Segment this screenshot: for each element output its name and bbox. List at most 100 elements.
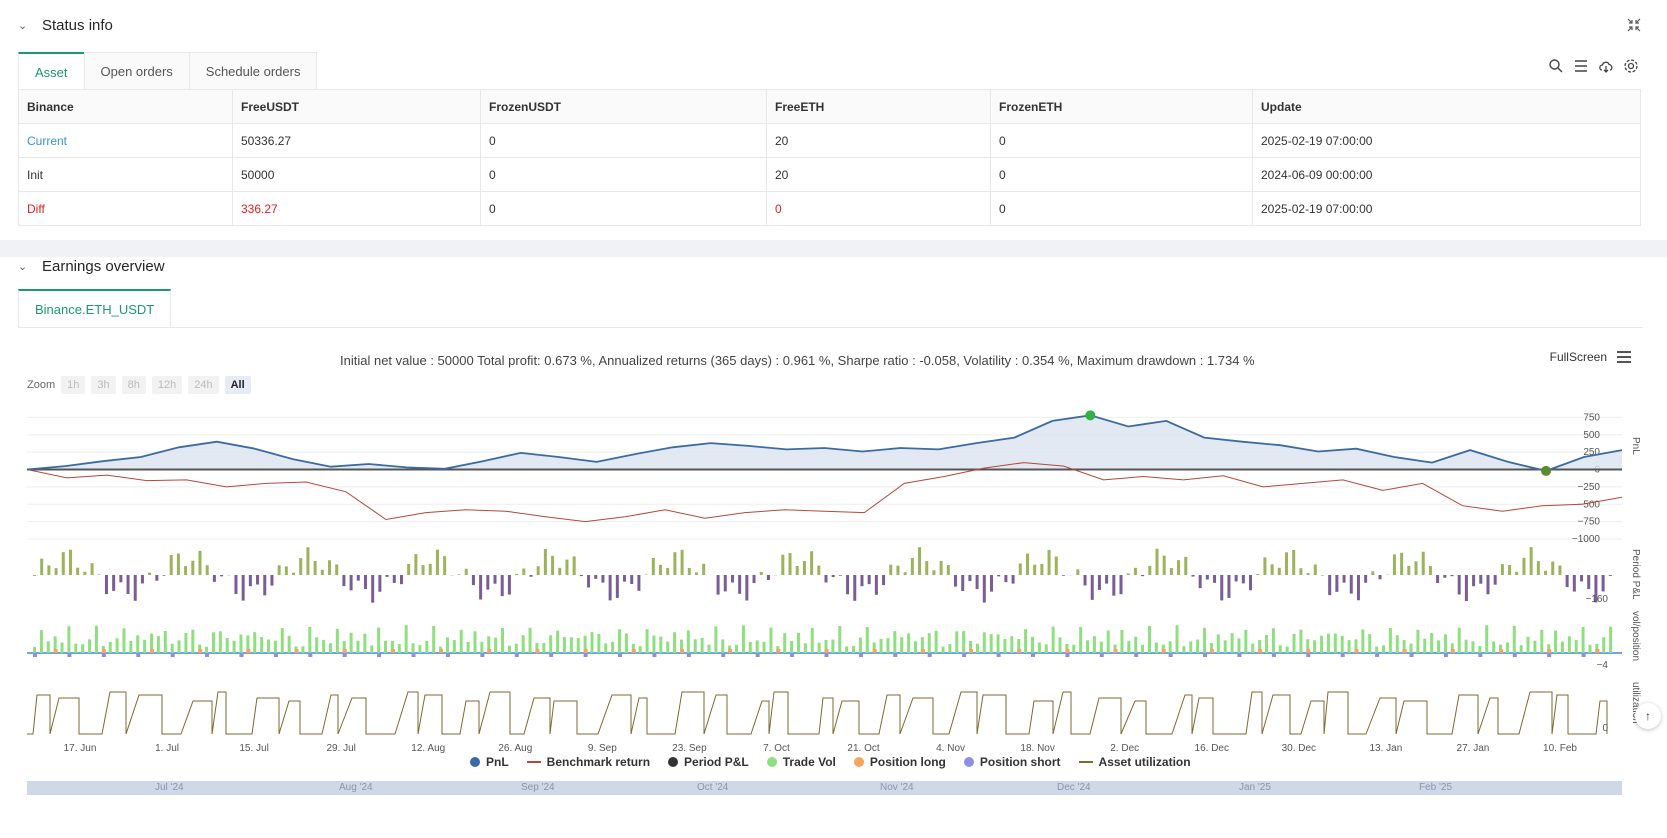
status-info-header[interactable]: ⌄ Status info — [18, 17, 113, 34]
trade-vol-bar — [1512, 625, 1516, 653]
trade-vol-bar — [1017, 638, 1021, 653]
period-pnl-bar — [471, 575, 475, 586]
position-long-bar — [535, 649, 540, 653]
chevron-down-icon[interactable]: ⌄ — [18, 261, 28, 273]
trade-vol-bar — [1416, 629, 1420, 653]
collapse-icon[interactable] — [1627, 18, 1641, 32]
position-short-bar — [1134, 653, 1139, 657]
position-long-bar — [1498, 649, 1503, 653]
period-pnl-bar — [802, 560, 806, 575]
navigator-label: Oct '24 — [697, 782, 729, 793]
period-pnl-bar — [83, 571, 87, 575]
zoom-all-button[interactable]: All — [224, 376, 251, 394]
trade-vol-bar — [81, 644, 85, 653]
trade-vol-bar — [46, 641, 50, 653]
zoom-24h-button[interactable]: 24h — [188, 376, 219, 394]
period-pnl-bar — [1112, 575, 1116, 596]
legend-item-period-pnl[interactable]: Period P&L — [668, 755, 749, 769]
time-navigator[interactable]: Jul '24 Aug '24 Sep '24 Oct '24 Nov '24 … — [27, 781, 1622, 795]
search-icon[interactable] — [1548, 58, 1564, 74]
list-icon[interactable] — [1573, 58, 1589, 74]
trade-vol-bar — [535, 642, 539, 653]
tab-asset[interactable]: Asset — [18, 52, 85, 90]
period-pnl-bar — [76, 567, 80, 575]
scroll-to-top-button[interactable]: ↑ — [1635, 703, 1661, 729]
period-pnl-bar — [752, 575, 756, 584]
trade-vol-bar — [1588, 644, 1592, 653]
period-pnl-bar — [119, 575, 123, 583]
period-pnl-bar — [529, 575, 533, 577]
cloud-download-icon[interactable] — [1598, 58, 1614, 74]
chevron-down-icon[interactable]: ⌄ — [18, 20, 28, 32]
period-pnl-bar — [522, 568, 526, 575]
position-short-bar — [1237, 653, 1242, 657]
zoom-1h-button[interactable]: 1h — [61, 376, 86, 394]
zoom-12h-button[interactable]: 12h — [151, 376, 183, 394]
earnings-header[interactable]: ⌄ Earnings overview — [18, 258, 165, 275]
legend-item-asset-utilization[interactable]: Asset utilization — [1078, 755, 1191, 769]
earnings-title: Earnings overview — [42, 258, 165, 275]
trade-vol-bar — [721, 639, 725, 653]
legend-item-trade-vol[interactable]: Trade Vol — [766, 755, 836, 769]
legend-item-position-long[interactable]: Position long — [853, 755, 946, 769]
trade-vol-bar — [982, 632, 986, 653]
position-short-bar — [411, 653, 416, 657]
period-pnl-bar — [234, 575, 238, 595]
period-pnl-bar — [989, 575, 993, 592]
tab-schedule-orders[interactable]: Schedule orders — [188, 52, 318, 90]
period-pnl-bar — [140, 575, 144, 584]
trade-vol-bar — [122, 628, 126, 653]
position-short-bar — [514, 653, 519, 657]
trade-vol-bar — [900, 637, 904, 653]
position-short-bar — [377, 653, 382, 657]
period-pnl-bar — [1421, 551, 1425, 575]
legend-item-position-short[interactable]: Position short — [963, 755, 1061, 769]
period-pnl-bar — [148, 572, 152, 575]
trade-vol-bar — [975, 643, 979, 653]
trade-vol-bar — [1354, 639, 1358, 653]
period-pnl-bar — [723, 575, 727, 592]
period-pnl-bar — [1270, 564, 1274, 575]
position-short-bar — [33, 653, 37, 657]
trade-vol-bar — [301, 646, 305, 653]
period-pnl-bar — [1407, 565, 1411, 575]
status-info-panel: ⌄ Status info Asset Open orders Schedule… — [0, 0, 1667, 240]
pnl-y-tick-label: 250 — [1583, 447, 1600, 458]
trade-vol-bar — [1099, 641, 1103, 653]
trade-vol-bar — [604, 643, 608, 653]
pnl-y-tick-label: 750 — [1583, 412, 1600, 423]
tab-binance-eth-usdt[interactable]: Binance.ETH_USDT — [18, 289, 172, 327]
period-pnl-bar — [443, 556, 447, 575]
fullscreen-button[interactable]: FullScreen — [1549, 350, 1607, 364]
legend-item-pnl[interactable]: PnL — [470, 755, 509, 769]
period-pnl-bar — [536, 566, 540, 575]
period-pnl-bar — [256, 575, 260, 585]
position-long-bar — [1306, 649, 1311, 653]
position-long-bar — [920, 649, 925, 653]
cell: 20 — [766, 157, 991, 192]
table-row: Current 50336.27 0 20 0 2025-02-19 07:00… — [18, 123, 1641, 158]
cell: 50000 — [232, 157, 481, 192]
trade-vol-bar — [645, 629, 649, 653]
trade-vol-bar — [177, 640, 181, 653]
period-pnl-bar — [414, 554, 418, 575]
trade-vol-bar — [1361, 629, 1365, 653]
row-label-current[interactable]: Current — [18, 123, 233, 158]
period-pnl-bar — [198, 550, 202, 575]
legend-item-benchmark[interactable]: Benchmark return — [526, 755, 650, 769]
zoom-3h-button[interactable]: 3h — [91, 376, 116, 394]
trade-vol-bar — [349, 632, 353, 653]
tab-open-orders[interactable]: Open orders — [83, 52, 190, 90]
period-pnl-bar — [1436, 575, 1440, 584]
period-pnl-bar — [356, 575, 360, 581]
trade-vol-bar — [246, 635, 250, 653]
gear-icon[interactable] — [1623, 58, 1639, 74]
chart-menu-icon[interactable] — [1616, 350, 1632, 364]
position-short-bar — [480, 653, 485, 657]
period-pnl-bar — [1608, 575, 1612, 576]
trade-vol-bar — [411, 643, 415, 653]
trade-vol-bar — [1024, 629, 1028, 653]
legend-label: Period P&L — [684, 755, 749, 769]
period-pnl-bar — [212, 575, 216, 582]
zoom-8h-button[interactable]: 8h — [121, 376, 146, 394]
